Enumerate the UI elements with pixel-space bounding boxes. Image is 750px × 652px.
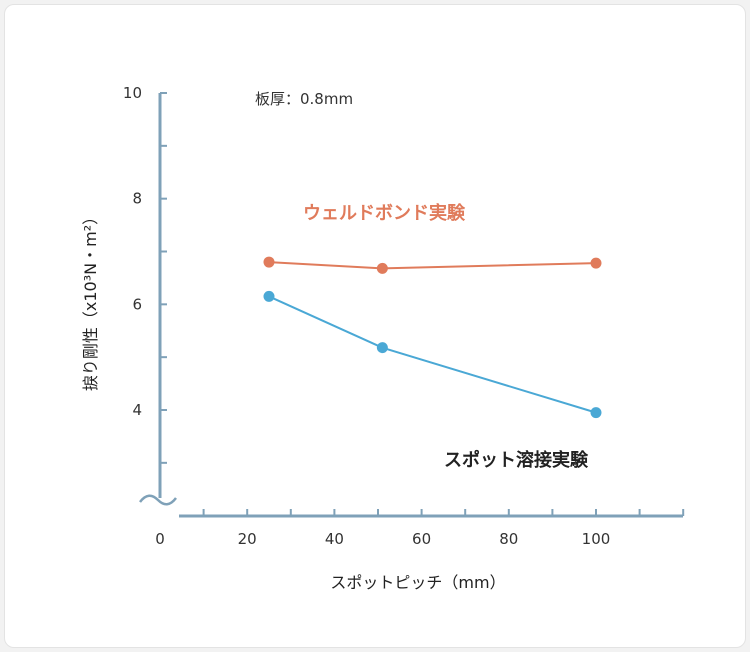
- x-tick-label: 0: [155, 530, 165, 548]
- series-label-weldbond: ウェルドボンド実験: [303, 202, 466, 224]
- x-tick-label: 60: [412, 530, 431, 548]
- series-line-1: [268, 295, 597, 414]
- data-point-0-1: [376, 262, 388, 274]
- data-point-0-0: [263, 256, 275, 268]
- x-tick-label: 40: [325, 530, 344, 548]
- chart-card: [4, 4, 746, 648]
- data-point-1-2: [590, 407, 602, 419]
- y-axis-title: 捩り剛性（x10³N・m²）: [81, 209, 100, 391]
- axes: [139, 93, 683, 518]
- x-tick-label: 20: [238, 530, 257, 548]
- y-tick-label: 10: [123, 84, 142, 102]
- y-tick-label: 8: [132, 190, 142, 208]
- data-point-1-1: [376, 342, 388, 354]
- y-tick-label: 4: [132, 401, 142, 419]
- data-point-0-2: [590, 257, 602, 269]
- y-tick-label: 6: [132, 295, 142, 313]
- x-tick-label: 100: [582, 530, 611, 548]
- series-label-spot: スポット溶接実験: [444, 449, 589, 471]
- axis-break-mark: [139, 494, 177, 506]
- annotation-text: 板厚：0.8mm: [255, 90, 353, 108]
- series-layer: [263, 256, 602, 419]
- x-tick-label: 80: [499, 530, 518, 548]
- data-point-1-0: [263, 290, 275, 302]
- x-axis-title: スポットピッチ（mm）: [330, 573, 505, 592]
- series-line-0: [268, 261, 597, 270]
